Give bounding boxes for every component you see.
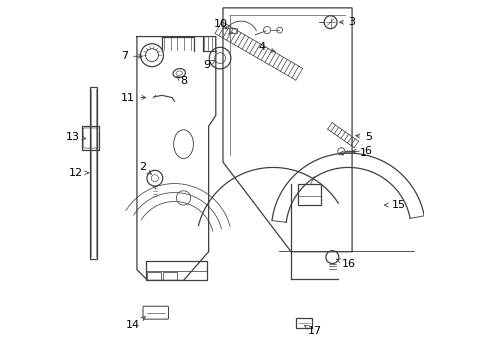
Text: 12: 12: [69, 168, 88, 178]
Bar: [89, 87, 97, 259]
Text: 6: 6: [351, 146, 371, 156]
Text: 17: 17: [304, 325, 321, 336]
Bar: [82, 126, 99, 149]
Text: 2: 2: [139, 162, 151, 174]
Text: 5: 5: [355, 132, 371, 142]
Text: 13: 13: [65, 132, 85, 142]
Text: 3: 3: [339, 17, 355, 27]
Text: 15: 15: [384, 200, 405, 210]
Bar: [163, 272, 177, 280]
Bar: [229, 28, 236, 33]
Text: 11: 11: [121, 93, 145, 103]
Text: 10: 10: [214, 19, 228, 29]
Text: 1: 1: [339, 148, 366, 158]
Text: 14: 14: [126, 316, 145, 330]
Bar: [147, 272, 161, 280]
Bar: [296, 318, 311, 328]
Text: 9: 9: [203, 60, 215, 70]
Text: 16: 16: [335, 259, 355, 269]
Text: 4: 4: [258, 42, 274, 52]
Text: 7: 7: [121, 51, 142, 61]
Text: 8: 8: [177, 76, 187, 86]
Bar: [145, 261, 206, 280]
Bar: [297, 184, 320, 205]
